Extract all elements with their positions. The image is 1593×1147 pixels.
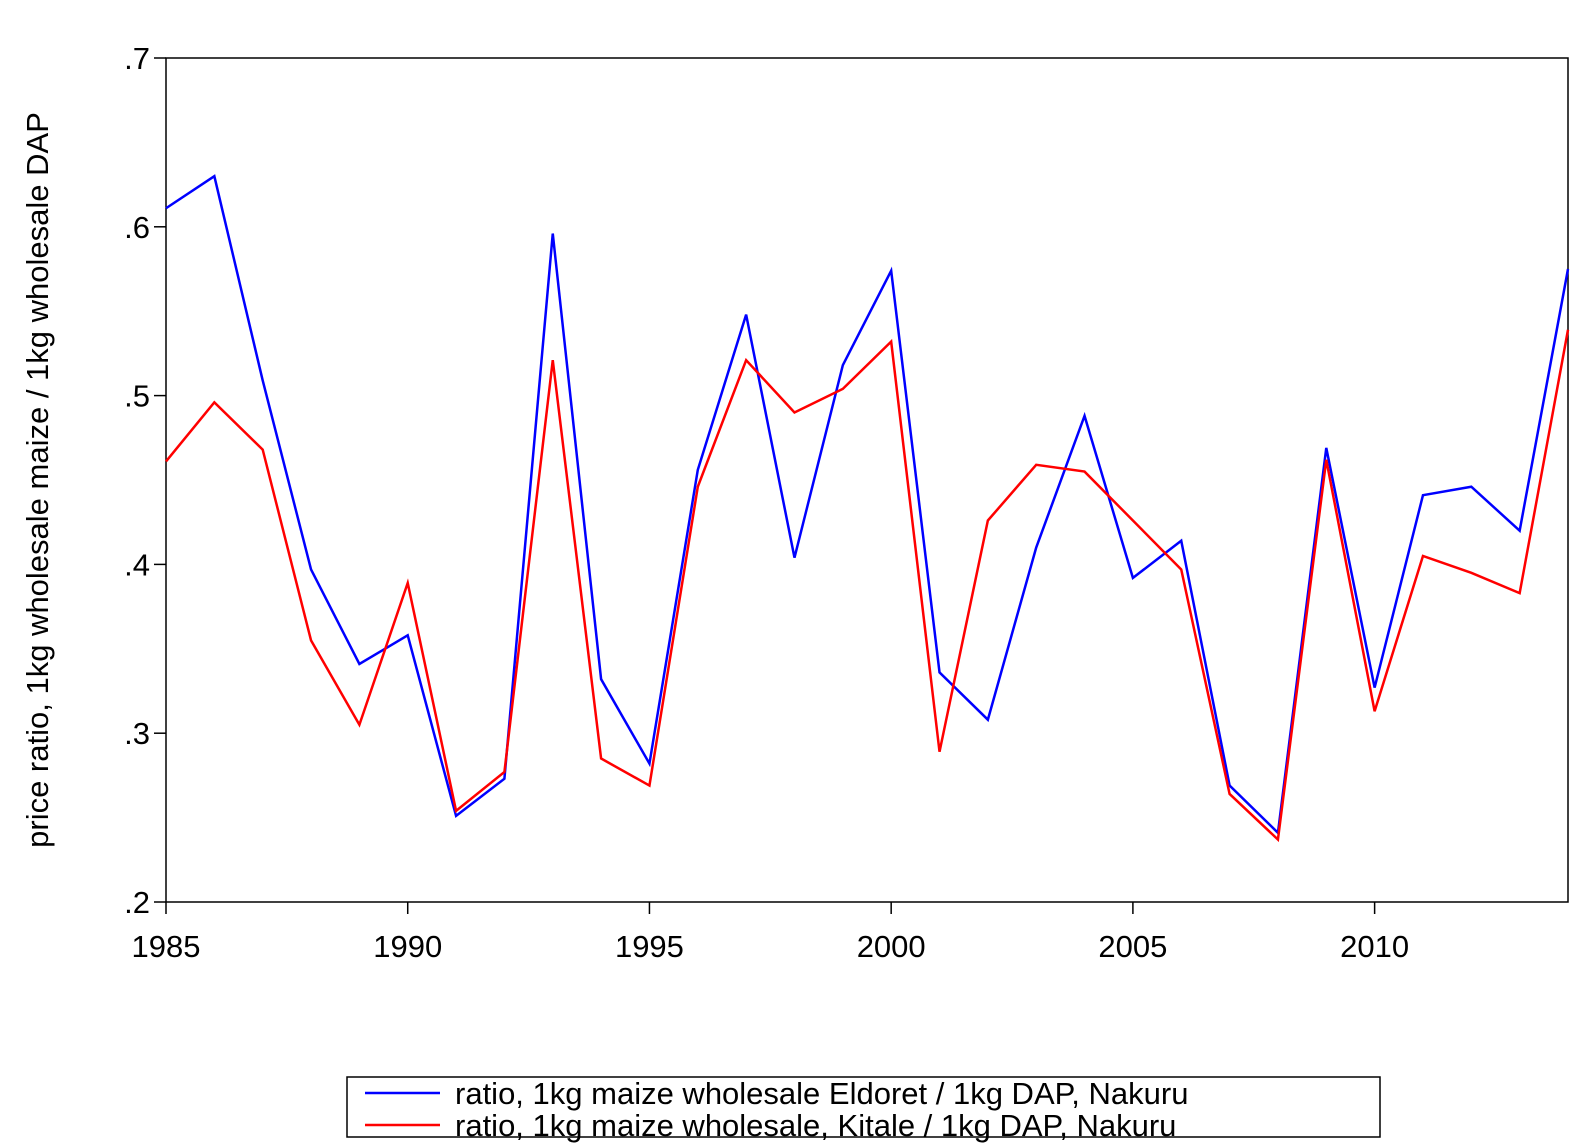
x-tick-label: 1995 [615,929,684,964]
legend-label: ratio, 1kg maize wholesale, Kitale / 1kg… [455,1108,1176,1143]
series-line [165,174,1570,836]
y-tick-label: .3 [124,716,150,751]
legend-box [346,1076,1381,1138]
y-tick-label: .6 [124,210,150,245]
x-tick-label: 2000 [857,929,926,964]
series-line [165,329,1570,843]
legend-label: ratio, 1kg maize wholesale Eldoret / 1kg… [455,1076,1188,1111]
x-tick-label: 2005 [1098,929,1167,964]
x-tick-label: 2010 [1340,929,1409,964]
plot-frame [165,57,1569,903]
x-tick-label: 1985 [132,929,201,964]
y-tick-label: .2 [124,885,150,920]
y-tick-label: .7 [124,41,150,76]
y-tick-label: .5 [124,379,150,414]
y-tick-label: .4 [124,547,150,582]
x-tick-label: 1990 [373,929,442,964]
y-axis-label: price ratio, 1kg wholesale maize / 1kg w… [20,112,55,848]
